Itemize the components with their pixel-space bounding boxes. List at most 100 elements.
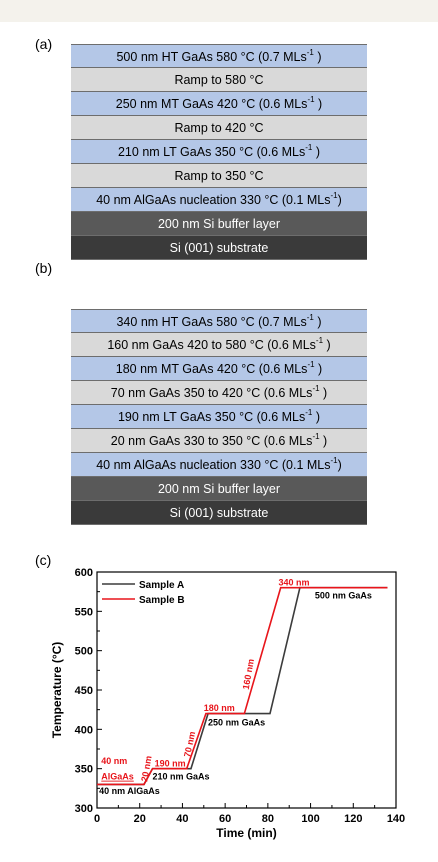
layer-text: 200 nm Si buffer layer	[157, 482, 281, 496]
annotation-label: 40 nm AlGaAs	[99, 786, 160, 796]
annotation-label: 210 nm GaAs	[153, 772, 210, 782]
layer-superscript: -1	[315, 336, 324, 345]
a-layer: 40 nm AlGaAs nucleation 330 °C (0.1 MLs-…	[71, 188, 367, 212]
x-tick-label: 60	[219, 813, 231, 825]
layer-text-tail: )	[337, 193, 342, 207]
panel-label-a: (a)	[35, 36, 53, 52]
x-tick-label: 0	[94, 813, 100, 825]
annotation-label: 250 nm GaAs	[208, 717, 265, 727]
a-layer: Ramp to 420 °C	[71, 116, 367, 140]
layer-text: 180 nm MT GaAs 420 °C (0.6 MLs	[115, 362, 308, 376]
layer-superscript: -1	[306, 48, 314, 57]
layer-text: Ramp to 350 °C	[174, 169, 264, 183]
layer-superscript: -1	[330, 191, 338, 200]
layer-superscript: -1	[312, 384, 320, 393]
layer-text-tail: )	[314, 97, 323, 111]
b-layer: 200 nm Si buffer layer	[71, 477, 367, 501]
layer-text-tail: )	[313, 315, 322, 329]
x-tick-label: 20	[134, 813, 146, 825]
layer-text: 190 nm LT GaAs 350 °C (0.6 MLs	[117, 410, 306, 424]
x-tick-label: 100	[301, 813, 319, 825]
layer-superscript: -1	[307, 95, 315, 104]
a-layer: 210 nm LT GaAs 350 °C (0.6 MLs-1 )	[71, 140, 367, 164]
layer-superscript: -1	[305, 408, 313, 417]
layer-text: 20 nm GaAs 330 to 350 °C (0.6 MLs	[110, 434, 313, 448]
layer-text: 340 nm HT GaAs 580 °C (0.7 MLs	[116, 315, 307, 329]
layer-text: Si (001) substrate	[169, 506, 269, 520]
annotations: 40 nm AlGaAs 40 nm AlGaAs 20 nm 190 nm 210 nm…	[99, 577, 372, 795]
annotation-label: 160 nm	[241, 658, 256, 690]
a-layer: 500 nm HT GaAs 580 °C (0.7 MLs-1 )	[71, 44, 367, 68]
x-tick-label: 40	[176, 813, 188, 825]
b-layer: 160 nm GaAs 420 to 580 °C (0.6 MLs-1 )	[71, 333, 367, 357]
annotation-label: 500 nm GaAs	[315, 591, 372, 601]
legend-label: Sample B	[139, 595, 185, 606]
b-layer: 40 nm AlGaAs nucleation 330 °C (0.1 MLs-…	[71, 453, 367, 477]
layer-text: 200 nm Si buffer layer	[157, 217, 281, 231]
layer-text-tail: )	[312, 145, 321, 159]
panel-label-b: (b)	[35, 260, 53, 276]
b-layer: 70 nm GaAs 350 to 420 °C (0.6 MLs-1 )	[71, 381, 367, 405]
layer-text: 210 nm LT GaAs 350 °C (0.6 MLs	[117, 145, 306, 159]
x-tick-label: 140	[387, 813, 405, 825]
layer-superscript: -1	[306, 313, 314, 322]
layer-text-tail: )	[323, 338, 331, 352]
layer-text: 40 nm AlGaAs nucleation 330 °C (0.1 MLs	[96, 458, 331, 472]
series-line-sample-b	[97, 586, 388, 786]
layer-text: 40 nm AlGaAs nucleation 330 °C (0.1 MLs	[96, 193, 331, 207]
b-layer: Si (001) substrate	[71, 501, 367, 525]
axis-ticks: 0 20 40 60 80 100 120 140 300 350 400 450 500 550 600	[75, 567, 406, 825]
layer-superscript: -1	[305, 143, 313, 152]
layer-text: Si (001) substrate	[169, 241, 269, 255]
x-tick-label: 120	[344, 813, 362, 825]
y-tick-label: 600	[75, 567, 93, 579]
annotation-label: 340 nm	[279, 577, 310, 587]
layer-text: 70 nm GaAs 350 to 420 °C (0.6 MLs	[110, 386, 313, 400]
y-axis-label: Temperature (°C)	[50, 642, 64, 739]
layer-text-tail: )	[312, 410, 321, 424]
annotation-label: 40 nm	[101, 756, 127, 766]
layer-text: 160 nm GaAs 420 to 580 °C (0.6 MLs	[107, 338, 316, 352]
layer-text-tail: )	[314, 362, 323, 376]
x-axis-label: Time (min)	[216, 826, 276, 840]
b-layer: 180 nm MT GaAs 420 °C (0.6 MLs-1 )	[71, 357, 367, 381]
top-background-strip	[0, 0, 438, 22]
layer-text: 250 nm MT GaAs 420 °C (0.6 MLs	[115, 97, 308, 111]
temperature-time-chart: 0 20 40 60 80 100 120 140300350400450500550600 …	[50, 567, 406, 840]
y-tick-label: 400	[75, 724, 93, 736]
annotation-label: 20 nm	[139, 755, 153, 782]
panel-label-c: (c)	[35, 552, 52, 568]
a-layer: Ramp to 580 °C	[71, 68, 367, 92]
layer-text-tail: )	[319, 434, 328, 448]
b-layer: 340 nm HT GaAs 580 °C (0.7 MLs-1 )	[71, 309, 367, 333]
a-layer: 200 nm Si buffer layer	[71, 212, 367, 236]
layer-text-tail: )	[313, 50, 322, 64]
legend: Sample A Sample B	[102, 580, 185, 606]
annotation-label: AlGaAs	[101, 772, 134, 782]
y-tick-label: 450	[75, 685, 93, 697]
y-tick-label: 300	[75, 803, 93, 815]
layer-text: Ramp to 420 °C	[174, 121, 264, 135]
y-tick-label: 550	[75, 606, 93, 618]
layer-text: 500 nm HT GaAs 580 °C (0.7 MLs	[116, 50, 307, 64]
legend-label: Sample A	[139, 580, 184, 591]
annotation-label: 180 nm	[204, 703, 235, 713]
series-lines	[97, 586, 388, 786]
a-layer: 250 nm MT GaAs 420 °C (0.6 MLs-1 )	[71, 92, 367, 116]
layer-stack-b: 340 nm HT GaAs 580 °C (0.7 MLs-1 ) 160 nm…	[71, 309, 367, 525]
y-tick-label: 350	[75, 764, 93, 776]
a-layer: Ramp to 350 °C	[71, 164, 367, 188]
layer-text-tail: )	[319, 386, 328, 400]
layer-superscript: -1	[312, 432, 320, 441]
annotation-label: 190 nm	[155, 758, 186, 768]
layer-text-tail: )	[337, 458, 342, 472]
layer-superscript: -1	[307, 360, 315, 369]
layer-text: Ramp to 580 °C	[174, 73, 264, 87]
a-layer: Si (001) substrate	[71, 236, 367, 260]
layer-superscript: -1	[330, 456, 338, 465]
b-layer: 20 nm GaAs 330 to 350 °C (0.6 MLs-1 )	[71, 429, 367, 453]
x-tick-label: 80	[262, 813, 274, 825]
layer-stack-a: 500 nm HT GaAs 580 °C (0.7 MLs-1 ) Ramp t…	[71, 44, 367, 260]
y-tick-label: 500	[75, 646, 93, 658]
b-layer: 190 nm LT GaAs 350 °C (0.6 MLs-1 )	[71, 405, 367, 429]
